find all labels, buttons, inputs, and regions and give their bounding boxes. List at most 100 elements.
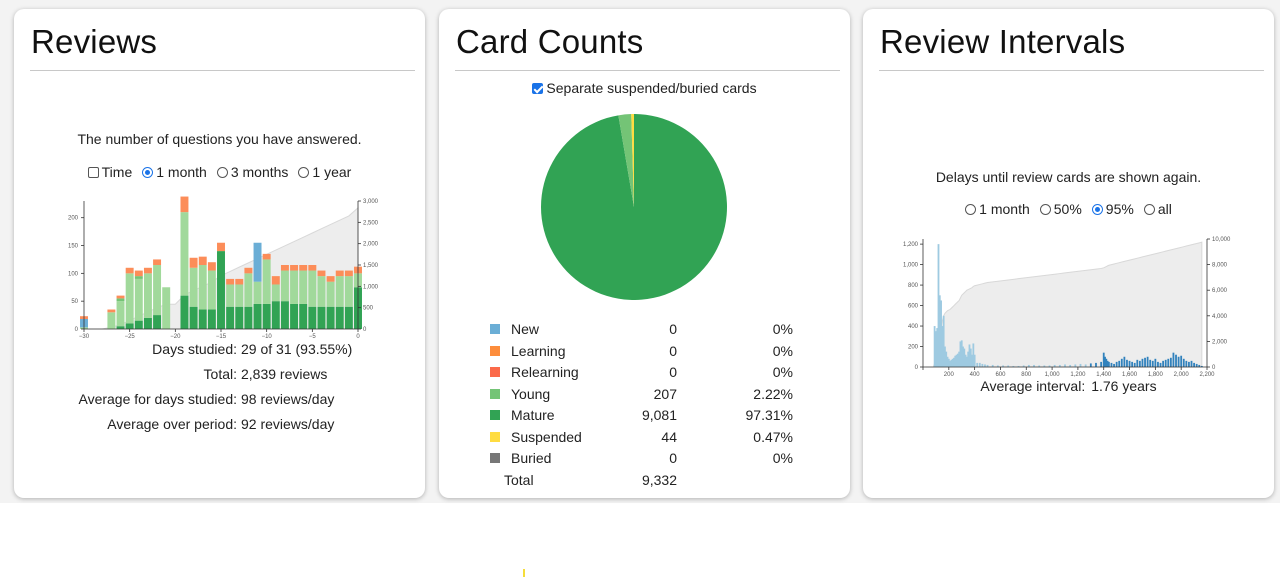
interval-bar <box>1105 358 1108 367</box>
reviews-title-divider <box>30 70 415 71</box>
cumulative-area <box>925 241 1203 368</box>
review-bar <box>134 278 143 321</box>
interval-bar <box>1188 361 1190 367</box>
review-bar <box>290 265 299 271</box>
radio-icon[interactable] <box>965 203 977 215</box>
y-tick-label-left: 150 <box>68 244 79 250</box>
x-tick-label: 800 <box>1021 372 1032 377</box>
review-bar <box>235 284 244 307</box>
interval-bar <box>1017 365 1020 367</box>
card-count-row-suspended: Suspended 44 0.47% <box>487 427 807 449</box>
stat-value: 92 reviews/day <box>241 415 335 432</box>
x-tick-label: 200 <box>944 372 955 377</box>
interval-bar <box>1154 358 1157 367</box>
interval-bar <box>959 341 962 367</box>
review-bar <box>207 262 216 271</box>
y-tick-label-left: 600 <box>908 304 919 310</box>
interval-bar <box>949 360 952 367</box>
review-bar <box>244 306 253 329</box>
reviews-1-year-radio[interactable]: 1 year <box>298 164 351 180</box>
intervals-all-radio[interactable]: all <box>1143 201 1172 217</box>
interval-bar <box>942 315 945 367</box>
y-tick-label-left: 200 <box>908 345 919 351</box>
interval-bar <box>1079 363 1082 367</box>
interval-bar <box>1022 365 1025 367</box>
interval-bar <box>956 353 959 367</box>
interval-bar <box>963 348 966 367</box>
review-bar <box>134 276 143 279</box>
interval-bar <box>1104 356 1106 367</box>
interval-bar <box>937 244 940 367</box>
x-tick-label: −30 <box>79 334 90 339</box>
stat-value: 98 reviews/day <box>241 390 335 407</box>
review-bar <box>271 284 280 302</box>
y-tick-label-right: 2,000 <box>363 242 379 248</box>
intervals-1-month-radio[interactable]: 1 month <box>965 201 1030 217</box>
radio-selected-icon[interactable] <box>142 166 154 178</box>
checkbox-icon[interactable] <box>87 166 99 178</box>
review-bar <box>253 281 262 304</box>
radio-icon[interactable] <box>1143 203 1155 215</box>
radio-selected-icon[interactable] <box>1091 203 1103 215</box>
review-bar <box>280 301 289 329</box>
review-bar <box>125 267 134 274</box>
interval-bar <box>978 362 981 367</box>
review-bar <box>344 276 353 307</box>
interval-bar <box>1089 363 1092 367</box>
intervals-50-percent-radio[interactable]: 50% <box>1039 201 1082 217</box>
review-bar <box>308 265 317 271</box>
x-tick-label: 1,400 <box>1096 372 1112 377</box>
checkbox-checked-icon[interactable] <box>532 82 544 94</box>
interval-bar <box>940 300 942 367</box>
x-tick-label: 1,200 <box>1070 372 1086 377</box>
interval-bar <box>1149 359 1152 367</box>
reviews-1-month-radio[interactable]: 1 month <box>142 164 207 180</box>
interval-bar <box>1169 357 1172 367</box>
interval-bar <box>1106 360 1109 367</box>
review-bar <box>189 306 198 329</box>
review-bar <box>271 301 280 329</box>
review-bar <box>198 265 207 310</box>
x-tick-label: 1,000 <box>1045 372 1061 377</box>
reviews-3-months-radio[interactable]: 3 months <box>216 164 288 180</box>
review-bar <box>299 270 308 304</box>
reviews-stats: Days studied: 29 of 31 (93.55%) Total: 2,8… <box>44 336 352 436</box>
review-bar <box>271 276 280 285</box>
review-bar <box>180 212 189 296</box>
interval-bar <box>1074 364 1077 367</box>
intervals-95-percent-radio[interactable]: 95% <box>1091 201 1134 217</box>
x-tick-label: 2,200 <box>1199 372 1215 377</box>
card-counts-card: Card Counts Separate suspended/buried ca… <box>439 9 850 498</box>
review-bar <box>253 242 262 282</box>
interval-bar <box>971 354 973 367</box>
interval-bar <box>1198 364 1201 367</box>
stat-key: Average over period: <box>107 415 237 432</box>
interval-bar <box>1053 364 1056 367</box>
review-bar <box>207 309 216 329</box>
radio-icon[interactable] <box>1039 203 1051 215</box>
review-bar <box>244 267 253 274</box>
review-bar <box>253 303 262 329</box>
review-bar <box>207 270 216 310</box>
review-intervals-subtitle: Delays until review cards are shown agai… <box>935 169 1202 185</box>
card-count-row-learning: Learning 0 0% <box>487 341 807 363</box>
radio-icon[interactable] <box>216 166 228 178</box>
interval-bar <box>958 351 961 367</box>
y-tick-label-left: 0 <box>915 365 919 371</box>
review-bar <box>244 273 253 307</box>
interval-bar <box>1048 365 1051 367</box>
stat-key: Days studied: <box>152 340 237 357</box>
interval-bar <box>1190 360 1193 367</box>
reviews-time-checkbox[interactable]: Time <box>87 164 132 180</box>
review-intervals-chart: 0 200 400 600 800 1,000 1,200 0 2,000 4,000 6,000 8… <box>903 237 1231 377</box>
interval-bar <box>973 354 976 367</box>
reviews-subtitle: The number of questions you have answere… <box>77 131 362 147</box>
intervals-range-options: 1 month 50% 95% all <box>863 201 1274 217</box>
interval-bar <box>936 328 939 367</box>
review-bar <box>180 295 189 329</box>
separate-suspended-checkbox[interactable]: Separate suspended/buried cards <box>532 80 757 96</box>
interval-bar <box>1157 361 1159 367</box>
reviews-title: Reviews <box>31 23 158 60</box>
radio-icon[interactable] <box>298 166 310 178</box>
interval-bar <box>1151 360 1154 367</box>
